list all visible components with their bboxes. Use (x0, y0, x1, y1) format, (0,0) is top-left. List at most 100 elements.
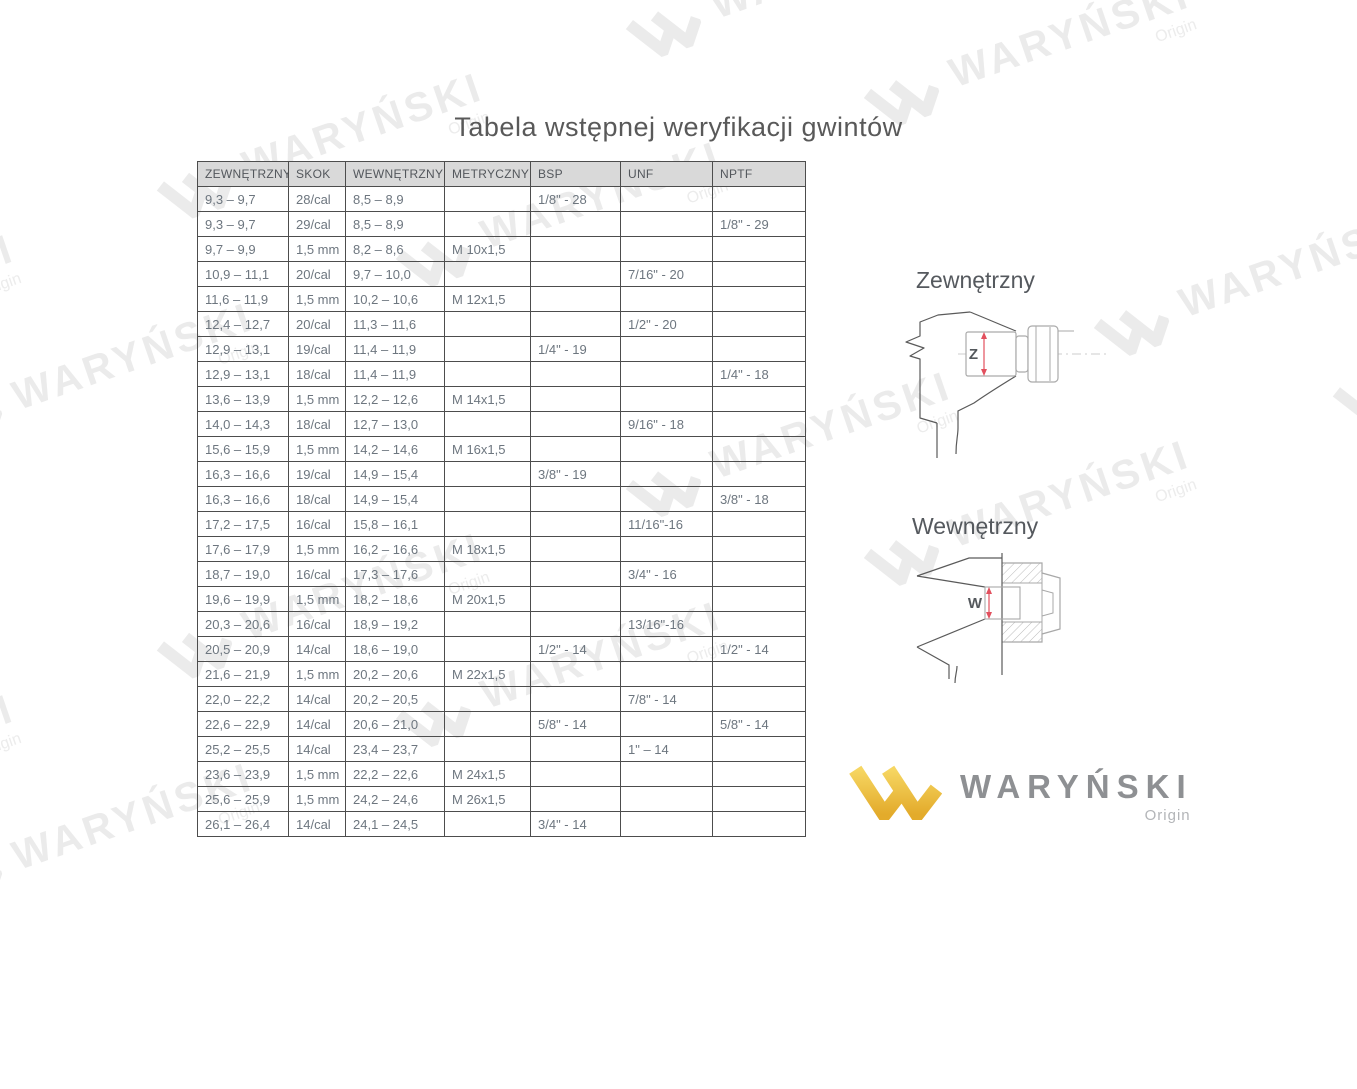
table-cell: 15,8 – 16,1 (345, 511, 445, 537)
table-cell: 1,5 mm (288, 386, 346, 412)
table-cell: 24,2 – 24,6 (345, 786, 445, 812)
table-cell: 1,5 mm (288, 761, 346, 787)
table-cell (712, 761, 806, 787)
table-cell (530, 586, 621, 612)
table-cell: 1/4" - 18 (712, 361, 806, 387)
table-cell (530, 486, 621, 512)
table-cell: M 18x1,5 (444, 536, 531, 562)
table-cell: 24,1 – 24,5 (345, 811, 445, 837)
table-cell: 1,5 mm (288, 536, 346, 562)
header-cell: BSP (530, 161, 621, 187)
table-body: 9,3 – 9,7 28/cal 8,5 – 8,9 1/8" - 28 9,3 – 9… (197, 186, 806, 837)
header-cell: SKOK (288, 161, 346, 187)
table-cell (712, 511, 806, 537)
table-cell: 8,5 – 8,9 (345, 186, 445, 212)
table-cell: M 24x1,5 (444, 761, 531, 787)
table-cell: 14/cal (288, 736, 346, 762)
table-cell (530, 236, 621, 262)
table-cell: 20/cal (288, 261, 346, 287)
table-cell: 1,5 mm (288, 786, 346, 812)
table-cell (712, 236, 806, 262)
table-cell: 13,6 – 13,9 (197, 386, 289, 412)
table-cell (712, 186, 806, 212)
brand-w-icon (0, 402, 4, 444)
table-row: 17,2 – 17,5 16/cal 15,8 – 16,1 11/16"-16 (197, 511, 806, 537)
table-cell (530, 436, 621, 462)
table-cell: M 14x1,5 (444, 386, 531, 412)
table-cell (620, 486, 713, 512)
table-cell: 12,2 – 12,6 (345, 386, 445, 412)
table-row: 12,9 – 13,1 19/cal 11,4 – 11,9 1/4" - 19 (197, 336, 806, 362)
table-cell (444, 636, 531, 662)
table-cell: 1/2" - 14 (530, 636, 621, 662)
table-cell (444, 336, 531, 362)
table-cell (444, 561, 531, 587)
table-cell: 11,4 – 11,9 (345, 361, 445, 387)
table-cell (530, 261, 621, 287)
watermark-brand-text: WARYŃSKI (0, 224, 21, 351)
table-row: 25,2 – 25,5 14/cal 23,4 – 23,7 1" – 14 (197, 736, 806, 762)
table-row: 22,0 – 22,2 14/cal 20,2 – 20,5 7/8" - 14 (197, 686, 806, 712)
table-cell: 1,5 mm (288, 586, 346, 612)
table-cell: 7/16" - 20 (620, 261, 713, 287)
table-cell: 22,2 – 22,6 (345, 761, 445, 787)
table-cell: 1,5 mm (288, 661, 346, 687)
table-row: 17,6 – 17,9 1,5 mm 16,2 – 16,6 M 18x1,5 (197, 536, 806, 562)
table-row: 19,6 – 19,9 1,5 mm 18,2 – 18,6 M 20x1,5 (197, 586, 806, 612)
table-cell (712, 336, 806, 362)
table-cell: 16,3 – 16,6 (197, 461, 289, 487)
table-cell (444, 311, 531, 337)
table-cell: 11,6 – 11,9 (197, 286, 289, 312)
table-cell: 3/4" - 16 (620, 561, 713, 587)
table-cell: 12,9 – 13,1 (197, 361, 289, 387)
table-cell: 9,7 – 9,9 (197, 236, 289, 262)
table-cell: 14/cal (288, 711, 346, 737)
table-cell (444, 361, 531, 387)
table-row: 12,9 – 13,1 18/cal 11,4 – 11,9 1/4" - 18 (197, 361, 806, 387)
table-cell (712, 611, 806, 637)
watermark-brand-text: WARYŃSKI (943, 0, 1196, 97)
table-cell: 13/16"-16 (620, 611, 713, 637)
table-cell (444, 511, 531, 537)
table-cell (712, 436, 806, 462)
table-cell: M 16x1,5 (444, 436, 531, 462)
table-row: 23,6 – 23,9 1,5 mm 22,2 – 22,6 M 24x1,5 (197, 761, 806, 787)
table-cell: 18,2 – 18,6 (345, 586, 445, 612)
table-row: 18,7 – 19,0 16/cal 17,3 – 17,6 3/4" - 16 (197, 561, 806, 587)
table-cell: 17,6 – 17,9 (197, 536, 289, 562)
table-cell (530, 736, 621, 762)
table-cell: 9,3 – 9,7 (197, 186, 289, 212)
table-cell (620, 211, 713, 237)
table-cell (712, 536, 806, 562)
table-row: 9,7 – 9,9 1,5 mm 8,2 – 8,6 M 10x1,5 (197, 236, 806, 262)
table-cell: 20/cal (288, 311, 346, 337)
table-cell (620, 536, 713, 562)
table-cell: 14,9 – 15,4 (345, 461, 445, 487)
table-row: 9,3 – 9,7 29/cal 8,5 – 8,9 1/8" - 29 (197, 211, 806, 237)
internal-thread-label: Wewnętrzny (912, 513, 1039, 539)
table-cell: 20,2 – 20,6 (345, 661, 445, 687)
table-row: 10,9 – 11,1 20/cal 9,7 – 10,0 7/16" - 20 (197, 261, 806, 287)
table-cell (444, 611, 531, 637)
table-cell: 17,3 – 17,6 (345, 561, 445, 587)
table-cell (530, 536, 621, 562)
table-row: 26,1 – 26,4 14/cal 24,1 – 24,5 3/4" - 14 (197, 811, 806, 837)
table-cell: 14/cal (288, 686, 346, 712)
table-cell (712, 811, 806, 837)
table-cell: 26,1 – 26,4 (197, 811, 289, 837)
table-cell: 20,6 – 21,0 (345, 711, 445, 737)
table-cell: 11,4 – 11,9 (345, 336, 445, 362)
table-cell: 19,6 – 19,9 (197, 586, 289, 612)
table-cell: 1/2" - 20 (620, 311, 713, 337)
table-cell (620, 286, 713, 312)
table-cell: 22,0 – 22,2 (197, 686, 289, 712)
table-cell (530, 686, 621, 712)
table-cell: M 12x1,5 (444, 286, 531, 312)
table-cell (530, 511, 621, 537)
table-cell: 3/4" - 14 (530, 811, 621, 837)
header-cell: METRYCZNY (444, 161, 531, 187)
table-cell (530, 411, 621, 437)
